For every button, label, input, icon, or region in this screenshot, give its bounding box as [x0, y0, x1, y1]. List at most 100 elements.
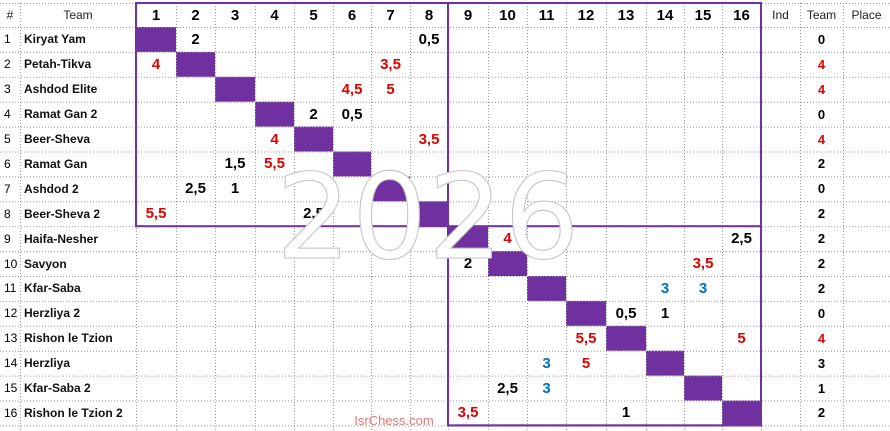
- header-column-10: 10: [499, 6, 516, 24]
- team-name: Haifa-Nesher: [24, 231, 99, 246]
- team-points: 4: [817, 330, 826, 346]
- row-number: 10: [4, 256, 18, 271]
- diagonal-cell: [176, 51, 215, 77]
- header-column-8: 8: [424, 6, 434, 24]
- header-column-14: 14: [656, 6, 674, 24]
- team-points: 0: [817, 31, 826, 47]
- team-points: 2: [817, 231, 826, 247]
- row-number: 15: [4, 381, 18, 396]
- diagonal-cell: [684, 375, 722, 401]
- team-name: Ramat Gan 2: [24, 107, 98, 122]
- team-name: Kiryat Yam: [24, 32, 86, 47]
- match-result: 2: [463, 255, 473, 273]
- row-number: 16: [4, 405, 18, 420]
- match-result: 2: [309, 105, 318, 123]
- team-name: Herzliya: [24, 356, 71, 371]
- group-b-frame: [447, 225, 762, 427]
- team-name: Ashdod Elite: [24, 82, 98, 97]
- row-number: 14: [4, 356, 18, 371]
- match-result: 5: [386, 80, 395, 98]
- match-result: 5,5: [145, 205, 167, 223]
- diagonal-cell: [606, 325, 646, 351]
- match-result: 3,5: [692, 255, 714, 273]
- diagonal-cell: [255, 101, 294, 127]
- header-column-2: 2: [191, 6, 200, 24]
- team-name: Ashdod 2: [24, 181, 79, 196]
- row-number: 7: [4, 181, 11, 196]
- match-result: 0,5: [418, 30, 440, 48]
- diagonal-cell: [448, 226, 488, 252]
- match-result: 4,5: [341, 80, 363, 98]
- row-number: 12: [4, 306, 18, 321]
- team-points: 0: [817, 181, 826, 197]
- row-number: 9: [4, 231, 11, 246]
- match-result: 3,5: [380, 55, 401, 73]
- match-result: 2,5: [497, 379, 518, 397]
- row-number: 3: [4, 82, 11, 97]
- team-points: 2: [817, 156, 826, 172]
- team-points: 3: [817, 355, 826, 371]
- team-points: 0: [817, 106, 826, 122]
- diagonal-cell: [371, 176, 410, 202]
- diagonal-cell: [527, 276, 566, 301]
- match-result: 3: [542, 354, 551, 372]
- diagonal-cell: [333, 151, 371, 177]
- row-number: 6: [4, 156, 11, 171]
- team-points: 2: [817, 206, 826, 222]
- team-name: Beer-Sheva 2: [24, 206, 101, 221]
- match-result: 3,5: [457, 404, 479, 422]
- header-team: Team: [63, 8, 93, 22]
- diagonal-cell: [410, 201, 448, 227]
- header-column-1: 1: [151, 6, 161, 24]
- team-points: 1: [817, 380, 826, 396]
- match-result: 0,5: [341, 105, 363, 123]
- header-column-4: 4: [270, 6, 279, 24]
- team-points: 4: [817, 56, 826, 72]
- team-name: Kfar-Saba 2: [24, 381, 91, 396]
- team-points: 2: [817, 405, 826, 421]
- row-number: 1: [4, 32, 11, 47]
- match-result: 1: [230, 180, 240, 198]
- row-number: 11: [4, 281, 17, 296]
- match-result: 2: [191, 30, 200, 48]
- row-number: 2: [4, 57, 11, 72]
- match-result: 4: [503, 230, 512, 248]
- match-result: 1,5: [224, 155, 246, 173]
- match-result: 5: [737, 329, 746, 347]
- header-column-3: 3: [230, 6, 240, 24]
- match-result: 4: [151, 55, 161, 73]
- diagonal-cell: [722, 400, 761, 426]
- row-number: 13: [4, 331, 18, 346]
- header-individual-points: Ind: [772, 8, 789, 22]
- header-column-6: 6: [347, 6, 357, 24]
- team-points: 0: [817, 305, 826, 321]
- header-place: Place: [851, 8, 882, 22]
- match-result: 1: [660, 304, 670, 322]
- header-number: #: [6, 8, 14, 22]
- team-name: Ramat Gan: [24, 156, 88, 171]
- match-result: 2,5: [185, 180, 206, 198]
- match-result: 3: [660, 279, 670, 297]
- team-points: 2: [817, 280, 826, 296]
- header-team-points: Team: [806, 8, 837, 22]
- header-column-9: 9: [463, 6, 473, 24]
- header-column-11: 11: [538, 6, 555, 24]
- team-points: 4: [817, 81, 826, 97]
- diagonal-cell: [646, 350, 684, 376]
- match-result: 0,5: [615, 304, 637, 322]
- header-column-13: 13: [617, 6, 635, 24]
- header-column-12: 12: [577, 6, 595, 24]
- team-name: Savyon: [24, 256, 67, 271]
- team-name: Beer-Sheva: [24, 132, 91, 147]
- diagonal-cell: [136, 27, 176, 52]
- match-result: 1: [621, 404, 631, 422]
- match-result: 5,5: [264, 155, 285, 173]
- diagonal-cell: [294, 126, 333, 152]
- match-result: 3: [698, 279, 708, 297]
- team-points: 4: [817, 131, 826, 147]
- team-name: Herzliya 2: [24, 306, 81, 321]
- team-name: Kfar-Saba: [24, 281, 81, 296]
- match-result: 3: [542, 379, 551, 397]
- match-result: 3,5: [418, 130, 440, 148]
